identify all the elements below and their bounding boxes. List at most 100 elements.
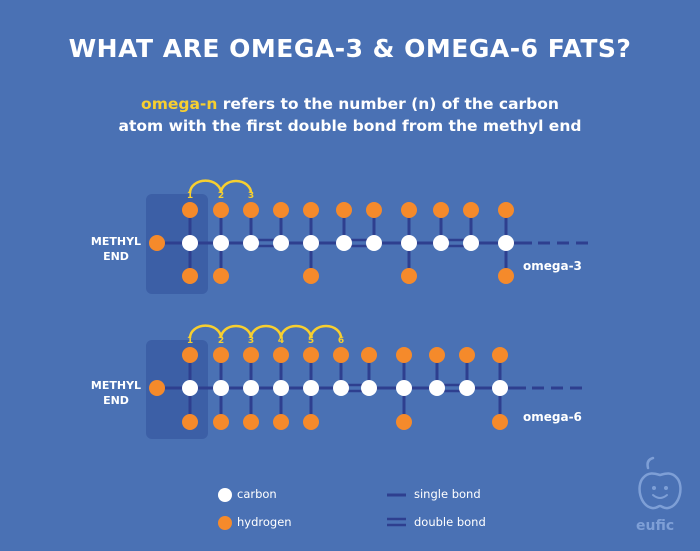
omega-n-highlight: omega-n bbox=[141, 95, 218, 113]
hydrogen-atom bbox=[498, 202, 514, 218]
hydrogen-atom bbox=[273, 414, 289, 430]
hydrogen-atom bbox=[213, 202, 229, 218]
carbon-atom bbox=[336, 235, 352, 251]
hydrogen-atom bbox=[303, 347, 319, 363]
subtitle: omega-n refers to the number (n) of the … bbox=[0, 93, 700, 137]
carbon-atom bbox=[303, 380, 319, 396]
carbon-number-label: 6 bbox=[338, 336, 344, 346]
legend-single-bond-label: single bond bbox=[414, 487, 481, 501]
carbon-atom bbox=[182, 380, 198, 396]
hydrogen-atom bbox=[401, 202, 417, 218]
numbering-arc bbox=[279, 324, 313, 339]
carbon-atom bbox=[463, 235, 479, 251]
carbon-atom bbox=[396, 380, 412, 396]
hydrogen-atom bbox=[243, 414, 259, 430]
hydrogen-atom bbox=[361, 347, 377, 363]
hydrogen-atom bbox=[182, 202, 198, 218]
carbon-atom bbox=[182, 235, 198, 251]
methyl-end-label-omega-3: METHYL END bbox=[86, 234, 146, 264]
hydrogen-atom bbox=[366, 202, 382, 218]
subtitle-line-2: atom with the first double bond from the… bbox=[118, 117, 582, 135]
hydrogen-atom bbox=[401, 268, 417, 284]
subtitle-line-1: omega-n refers to the number (n) of the … bbox=[0, 93, 700, 115]
carbon-atom bbox=[333, 380, 349, 396]
carbon-atom bbox=[213, 235, 229, 251]
carbon-atom bbox=[498, 235, 514, 251]
numbering-arc bbox=[219, 179, 253, 194]
hydrogen-atom bbox=[213, 414, 229, 430]
carbon-number-label: 3 bbox=[248, 191, 254, 201]
hydrogen-atom bbox=[498, 268, 514, 284]
eufic-logo-text: eufic bbox=[636, 518, 675, 534]
carbon-atom bbox=[273, 235, 289, 251]
hydrogen-atom bbox=[243, 202, 259, 218]
carbon-number-label: 2 bbox=[218, 336, 224, 346]
page-title: WHAT ARE OMEGA-3 & OMEGA-6 FATS? bbox=[68, 34, 632, 63]
carbon-number-label: 1 bbox=[187, 336, 193, 346]
hydrogen-atom bbox=[182, 347, 198, 363]
hydrogen-atom bbox=[396, 414, 412, 430]
legend-carbon-label: carbon bbox=[237, 487, 277, 501]
hydrogen-atom bbox=[149, 380, 165, 396]
carbon-number-label: 3 bbox=[248, 336, 254, 346]
hydrogen-atom bbox=[182, 268, 198, 284]
carbon-atom bbox=[213, 380, 229, 396]
carbon-atom bbox=[243, 380, 259, 396]
chain-omega-6: 1 2 3 4 5 6 bbox=[149, 324, 588, 430]
hydrogen-atom bbox=[149, 235, 165, 251]
hydrogen-atom bbox=[459, 347, 475, 363]
legend-double-bond-icon bbox=[387, 517, 406, 527]
hydrogen-atom bbox=[492, 414, 508, 430]
carbon-atom bbox=[433, 235, 449, 251]
hydrogen-atom bbox=[213, 268, 229, 284]
hydrogen-atom bbox=[396, 347, 412, 363]
carbon-atom bbox=[243, 235, 259, 251]
hydrogen-atom bbox=[273, 347, 289, 363]
hydrogen-atom bbox=[433, 202, 449, 218]
hydrogen-atom bbox=[213, 347, 229, 363]
carbon-number-label: 2 bbox=[218, 191, 224, 201]
chain-omega-3: 1 2 3 bbox=[149, 179, 588, 284]
eufic-logo-icon bbox=[638, 456, 682, 510]
hydrogen-atom bbox=[303, 202, 319, 218]
end-word: END bbox=[103, 394, 129, 407]
hydrogen-atom bbox=[303, 268, 319, 284]
carbon-number-label: 5 bbox=[308, 336, 314, 346]
numbering-arc bbox=[188, 179, 223, 194]
numbering-arc bbox=[219, 324, 253, 339]
subtitle-line-1-rest: refers to the number (n) of the carbon bbox=[217, 95, 559, 113]
hydrogen-atom bbox=[336, 202, 352, 218]
carbon-atom bbox=[459, 380, 475, 396]
carbon-atom bbox=[361, 380, 377, 396]
carbon-atom bbox=[492, 380, 508, 396]
carbon-atom bbox=[401, 235, 417, 251]
hydrogen-atom bbox=[463, 202, 479, 218]
carbon-atom bbox=[366, 235, 382, 251]
carbon-number-label: 1 bbox=[187, 191, 193, 201]
end-word: END bbox=[103, 250, 129, 263]
carbon-atom bbox=[429, 380, 445, 396]
legend-hydrogen-label: hydrogen bbox=[237, 515, 292, 529]
hydrogen-atom bbox=[243, 347, 259, 363]
carbon-atom bbox=[303, 235, 319, 251]
legend-double-bond-label: double bond bbox=[414, 515, 486, 529]
hydrogen-atom bbox=[429, 347, 445, 363]
hydrogen-atom bbox=[182, 414, 198, 430]
numbering-arc bbox=[249, 324, 283, 339]
methyl-word: METHYL bbox=[90, 235, 142, 248]
chain-label-omega-6: omega-6 bbox=[523, 410, 582, 424]
carbon-number-label: 4 bbox=[278, 336, 284, 346]
hydrogen-atom bbox=[303, 414, 319, 430]
numbering-arc bbox=[309, 324, 343, 339]
carbon-atom bbox=[273, 380, 289, 396]
chain-label-omega-3: omega-3 bbox=[523, 259, 582, 273]
hydrogen-atom bbox=[333, 347, 349, 363]
methyl-word: METHYL bbox=[90, 379, 142, 392]
hydrogen-atom bbox=[273, 202, 289, 218]
legend-carbon-icon bbox=[218, 488, 232, 502]
numbering-arc bbox=[188, 324, 223, 339]
hydrogen-atom bbox=[492, 347, 508, 363]
legend-hydrogen-icon bbox=[218, 516, 232, 530]
methyl-end-label-omega-6: METHYL END bbox=[86, 378, 146, 408]
